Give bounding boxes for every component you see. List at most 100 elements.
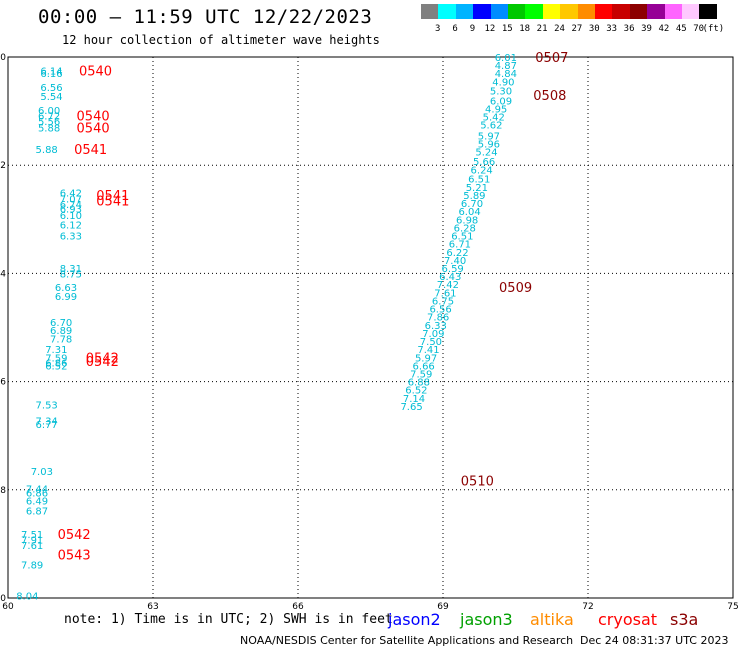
- scale-swatch: [647, 4, 666, 19]
- swh-value-label: 6.66: [413, 361, 435, 372]
- scale-swatch: [438, 4, 457, 19]
- swh-value-label: 5.24: [475, 148, 497, 159]
- page-title: 00:00 – 11:59 UTC 12/22/2023: [38, 6, 373, 28]
- swh-value-label: 7.41: [417, 345, 439, 356]
- swh-value-label: 4.84: [495, 69, 517, 80]
- scale-label: 33: [606, 24, 618, 34]
- scale-label: 36: [623, 24, 635, 34]
- pass-id-label: 0509: [499, 281, 532, 296]
- satellite-altika-label: altika: [530, 610, 574, 629]
- swh-value-label: 6.56: [40, 83, 62, 94]
- swh-value-label: 7.14: [403, 394, 425, 405]
- satellite-cryosat-label: cryosat: [598, 610, 658, 629]
- scale-swatch: [595, 4, 613, 19]
- y-tick-label: -22: [0, 161, 6, 171]
- swh-value-label: 7.07: [60, 195, 82, 206]
- scale-label: 42: [658, 24, 670, 34]
- page-subtitle: 12 hour collection of altimeter wave hei…: [62, 33, 380, 47]
- footer-timestamp: Dec 24 08:31:37 UTC 2023: [580, 634, 729, 647]
- swh-value-label: 7.59: [410, 369, 432, 380]
- swh-value-label: 6.86: [45, 359, 67, 370]
- scale-label: 18: [519, 24, 531, 34]
- swh-value-label: 6.77: [36, 420, 58, 431]
- scale-swatch: [508, 4, 526, 19]
- swh-value-label: 5.62: [480, 121, 502, 132]
- scale-swatch: [664, 4, 683, 19]
- scale-swatch: [525, 4, 544, 19]
- swh-value-label: 8.75: [60, 269, 82, 280]
- swh-value-label: 5.21: [466, 183, 488, 194]
- scale-swatch: [455, 4, 474, 19]
- swh-value-label: 5.96: [478, 140, 500, 151]
- scale-swatch: [682, 4, 700, 19]
- scale-label: 21: [536, 24, 548, 34]
- swh-value-label: 6.71: [449, 240, 471, 251]
- swh-value-label: 6.52: [405, 386, 427, 397]
- swh-value-label: 5.97: [478, 131, 500, 142]
- footer-credit: NOAA/NESDIS Center for Satellite Applica…: [240, 634, 574, 647]
- x-tick-label: 63: [147, 602, 158, 612]
- scale-label: 24: [554, 24, 565, 34]
- pass-id-label: 0507: [535, 51, 568, 66]
- swh-value-label: 6.51: [451, 232, 473, 243]
- scale-swatch: [542, 4, 561, 19]
- swh-value-label: 6.70: [50, 318, 72, 329]
- x-tick-label: 75: [727, 602, 738, 612]
- scale-swatch: [577, 4, 596, 19]
- pass-id-label: 0541: [74, 143, 107, 158]
- pass-id-label: 0510: [461, 475, 494, 490]
- swh-value-label: 6.86: [26, 489, 48, 500]
- scale-label: 6: [452, 24, 458, 34]
- swh-value-label: 6.70: [461, 199, 483, 210]
- swh-value-label: 6.74: [60, 200, 82, 211]
- swh-value-label: 6.33: [60, 232, 82, 243]
- swh-value-label: 7.61: [21, 541, 43, 552]
- swh-value-label: 7.03: [31, 467, 53, 478]
- swh-value-label: 6.28: [454, 223, 476, 234]
- scale-label: 12: [484, 24, 496, 34]
- swh-value-label: 6.72: [38, 111, 60, 122]
- swh-value-label: 6.98: [456, 215, 478, 226]
- swh-value-label: 7.65: [400, 402, 422, 413]
- pass-id-label: 0541: [96, 194, 129, 209]
- swh-value-label: 7.53: [36, 400, 58, 411]
- swh-value-label: 6.87: [26, 506, 48, 517]
- scale-label: 3: [434, 24, 441, 34]
- scale-unit: (ft): [702, 24, 725, 34]
- swh-value-label: 7.50: [420, 337, 442, 348]
- x-tick-label: 66: [292, 602, 304, 612]
- swh-value-label: 6.00: [38, 106, 60, 117]
- scale-swatch: [699, 4, 718, 19]
- units-note: note: 1) Time is in UTC; 2) SWH is in fe…: [64, 612, 393, 627]
- swh-value-label: 6.33: [425, 321, 447, 332]
- swh-value-label: 5.66: [473, 157, 495, 168]
- x-tick-label: 72: [582, 602, 593, 612]
- swh-value-label: 5.30: [490, 87, 512, 98]
- swh-value-label: 7.44: [26, 485, 48, 496]
- y-tick-label: -20: [0, 53, 6, 63]
- swh-value-label: 6.04: [458, 207, 480, 218]
- satellite-jason3-label: jason3: [460, 610, 513, 629]
- swh-value-label: 6.63: [55, 283, 77, 294]
- swh-value-label: 6.42: [60, 188, 82, 199]
- swh-value-label: 6.43: [439, 272, 461, 283]
- swh-value-label: 6.75: [432, 296, 454, 307]
- swh-value-label: 6.56: [429, 305, 451, 316]
- pass-id-label: 0542: [86, 355, 119, 370]
- pass-id-label: 0542: [86, 351, 119, 366]
- swh-value-label: 6.14: [40, 67, 62, 78]
- swh-value-label: 7.61: [434, 288, 456, 299]
- swh-value-label: 6.49: [26, 497, 48, 508]
- swh-value-label: 6.93: [60, 204, 82, 215]
- scale-label: 39: [641, 24, 652, 34]
- swh-value-label: 6.09: [490, 96, 512, 107]
- y-tick-label: -26: [0, 378, 6, 388]
- swh-value-label: 7.59: [45, 353, 67, 364]
- swh-value-label: 7.51: [21, 530, 43, 541]
- swh-value-label: 5.88: [38, 123, 60, 134]
- swh-value-label: 7.34: [36, 417, 58, 428]
- scale-swatch: [612, 4, 631, 19]
- satellite-jason2-label: jason2: [388, 610, 441, 629]
- swh-value-label: 5.54: [40, 92, 62, 103]
